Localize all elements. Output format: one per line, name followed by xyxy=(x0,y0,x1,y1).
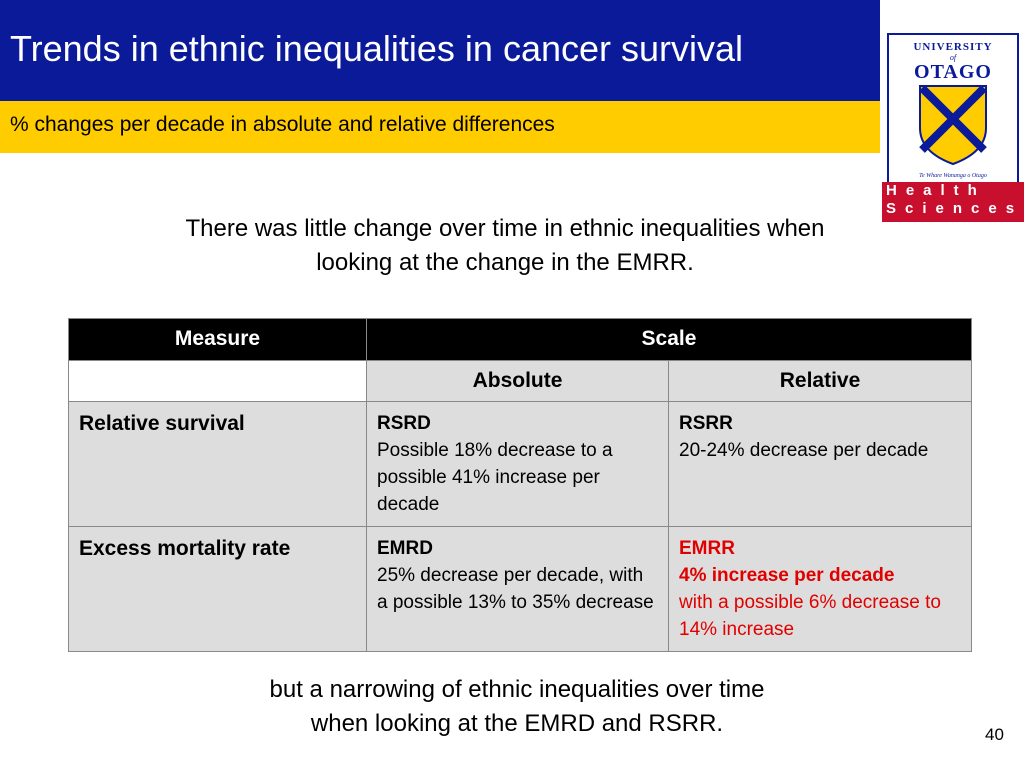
results-table: Measure Scale Absolute Relative Relative… xyxy=(68,318,972,652)
crest-saltire xyxy=(919,85,987,153)
subtitle-band xyxy=(0,101,880,153)
table-cell: RSRD Possible 18% decrease to a possible … xyxy=(366,401,669,527)
row-label: Excess mortality rate xyxy=(68,526,367,652)
blank-cell xyxy=(68,360,367,402)
slide-title: Trends in ethnic inequalities in cancer … xyxy=(10,28,744,69)
row-label: Relative survival xyxy=(68,401,367,527)
table-cell: EMRD 25% decrease per decade, with a poss… xyxy=(366,526,669,652)
subheader-cell: Relative xyxy=(668,360,972,402)
page-number: 40 xyxy=(985,725,1004,744)
faculty-band: Health Sciences xyxy=(882,182,1024,222)
cell-heading: RSRD xyxy=(377,413,431,434)
title-band xyxy=(0,0,880,101)
subheader-row: Absolute Relative xyxy=(68,360,972,402)
subheader-cell: Absolute xyxy=(366,360,669,402)
table-cell: RSRR 20-24% decrease per decade xyxy=(668,401,972,527)
intro-line: There was little change over time in eth… xyxy=(185,215,825,242)
faculty-text: Health xyxy=(886,182,986,199)
cell-heading: EMRR xyxy=(679,538,735,559)
table-row: Excess mortality rate EMRD 25% decrease p… xyxy=(68,526,972,652)
header-row: Measure Scale xyxy=(68,318,972,361)
header-cell: Measure xyxy=(68,318,367,361)
conclusion-line: but a narrowing of ethnic inequalities o… xyxy=(269,676,765,703)
header-cell: Scale xyxy=(366,318,972,361)
logo-text: OTAGO xyxy=(914,61,992,83)
faculty-text: Sciences xyxy=(886,200,1024,217)
logo-text: UNIVERSITY xyxy=(913,41,992,53)
cell-text: 25% decrease per decade, with a possible… xyxy=(377,565,654,613)
intro: There was little change over time in eth… xyxy=(0,212,1010,280)
cell-heading: RSRR xyxy=(679,413,733,434)
logo-text: of xyxy=(950,53,958,62)
slide-subtitle: % changes per decade in absolute and rel… xyxy=(10,113,555,136)
logo-motto: Te Whare Wananga o Otago xyxy=(919,173,987,179)
table-cell: EMRR 4% increase per decade with a possibl… xyxy=(668,526,972,652)
cell-heading: EMRD xyxy=(377,538,433,559)
intro-line: looking at the change in the EMRR. xyxy=(316,249,694,276)
table-row: Relative survival RSRD Possible 18% decre… xyxy=(68,401,972,527)
cell-text: Possible 18% decrease to a possible 41% … xyxy=(377,440,613,515)
cell-highlight: 4% increase per decade xyxy=(679,565,895,586)
cell-text: 20-24% decrease per decade xyxy=(679,440,929,461)
cell-text: with a possible 6% decrease to 14% incre… xyxy=(679,592,941,640)
conclusion-line: when looking at the EMRD and RSRR. xyxy=(310,710,724,737)
conclusion: but a narrowing of ethnic inequalities o… xyxy=(12,673,1022,741)
